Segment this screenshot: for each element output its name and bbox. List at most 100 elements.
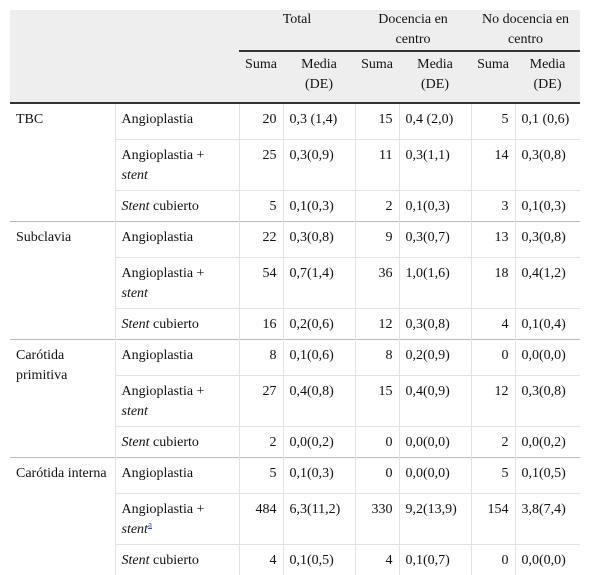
table-row: Stent cubierto 2 0,0(0,2) 0 0,0(0,0) 2 0,0(0,2… — [10, 425, 581, 457]
total-mean-cell: 0,1(0,5) — [283, 543, 356, 575]
header-mean: Media (DE) — [515, 51, 581, 104]
docencia-sum-cell: 9 — [355, 220, 400, 257]
total-sum-cell: 2 — [239, 425, 284, 457]
total-mean-cell: 0,2(0,6) — [283, 307, 356, 339]
procedure-name: cubierto — [149, 198, 199, 214]
header-sum: Suma — [355, 51, 400, 104]
row-group-label: TBC — [10, 102, 116, 221]
no-docencia-sum-cell: 12 — [471, 374, 516, 426]
no-docencia-mean-cell: 0,3(0,8) — [515, 220, 581, 257]
no-docencia-sum-cell: 0 — [471, 338, 516, 375]
total-sum-cell: 5 — [239, 189, 284, 221]
procedure-label: Stent cubierto — [115, 543, 240, 575]
footnote-link[interactable]: a — [147, 518, 152, 529]
procedure-name: Angioplastia + — [121, 265, 205, 281]
docencia-sum-cell: 36 — [355, 256, 400, 308]
total-sum-cell: 20 — [239, 102, 284, 139]
docencia-mean-cell: 0,1(0,7) — [399, 543, 472, 575]
no-docencia-sum-cell: 14 — [471, 138, 516, 190]
procedure-name: cubierto — [149, 434, 199, 450]
row-group-label: Carótida primitiva — [10, 338, 116, 457]
total-mean-cell: 0,3(0,9) — [283, 138, 356, 190]
header-total: Total — [239, 10, 356, 52]
row-group-label: Carótida interna — [10, 456, 116, 575]
total-sum-cell: 22 — [239, 220, 284, 257]
procedure-label: Angioplastia + stent — [115, 138, 240, 190]
table-row: Stent cubierto 16 0,2(0,6) 12 0,3(0,8) 4 0,1(0… — [10, 307, 581, 339]
table-row: Carótida primitiva Angioplastia 8 0,1(0,6) 8… — [10, 338, 581, 457]
table-row: Angioplastia + stent 25 0,3(0,9) 11 0,3(1,1) 1… — [10, 138, 581, 190]
table-row: Subclavia Angioplastia 22 0,3(0,8) 9 0,3(0,7)… — [10, 220, 581, 339]
docencia-sum-cell: 2 — [355, 189, 400, 221]
no-docencia-sum-cell: 5 — [471, 456, 516, 493]
total-mean-cell: 0,7(1,4) — [283, 256, 356, 308]
docencia-mean-cell: 0,4(0,9) — [399, 374, 472, 426]
total-mean-cell: 0,4(0,8) — [283, 374, 356, 426]
procedure-name: cubierto — [149, 316, 199, 332]
procedure-label: Angioplastia + stent — [115, 256, 240, 308]
procedure-name: Angioplastia + — [121, 501, 205, 517]
no-docencia-mean-cell: 0,1(0,3) — [515, 189, 581, 221]
table-row: Stent cubierto 5 0,1(0,3) 2 0,1(0,3) 3 0,1(0,3… — [10, 189, 581, 221]
procedure-name: Angioplastia — [121, 465, 194, 481]
stent-term: stent — [121, 521, 148, 537]
stent-term: stent — [121, 167, 148, 183]
stent-term: Stent — [121, 198, 150, 214]
docencia-mean-cell: 1,0(1,6) — [399, 256, 472, 308]
procedure-name: Angioplastia + — [121, 147, 205, 163]
no-docencia-sum-cell: 5 — [471, 102, 516, 139]
procedure-label: Angioplastia + stenta — [115, 492, 240, 544]
header-sum: Suma — [471, 51, 516, 104]
stent-term: Stent — [121, 552, 150, 568]
docencia-mean-cell: 0,0(0,0) — [399, 456, 472, 493]
table-row: Angioplastia + stenta 484 6,3(11,2) 330 9,2(1… — [10, 492, 581, 544]
total-sum-cell: 8 — [239, 338, 284, 375]
no-docencia-sum-cell: 18 — [471, 256, 516, 308]
procedure-name: cubierto — [149, 552, 199, 568]
table-row: TBC Angioplastia 20 0,3 (1,4) 15 0,4 (2,0) 5 0,… — [10, 102, 581, 221]
procedure-name: Angioplastia + — [121, 383, 205, 399]
docencia-mean-cell: 0,0(0,0) — [399, 425, 472, 457]
total-sum-cell: 16 — [239, 307, 284, 339]
docencia-sum-cell: 0 — [355, 425, 400, 457]
header-mean: Media (DE) — [399, 51, 472, 104]
no-docencia-mean-cell: 0,1(0,4) — [515, 307, 581, 339]
docencia-mean-cell: 0,3(0,8) — [399, 307, 472, 339]
docencia-mean-cell: 0,3(0,7) — [399, 220, 472, 257]
header-mean: Media (DE) — [283, 51, 356, 104]
row-group-label: Subclavia — [10, 220, 116, 339]
total-sum-cell: 4 — [239, 543, 284, 575]
no-docencia-mean-cell: 0,3(0,8) — [515, 138, 581, 190]
total-mean-cell: 0,1(0,6) — [283, 338, 356, 375]
stent-term: Stent — [121, 434, 150, 450]
no-docencia-sum-cell: 154 — [471, 492, 516, 544]
docencia-mean-cell: 0,3(1,1) — [399, 138, 472, 190]
stent-term: Stent — [121, 316, 150, 332]
docencia-sum-cell: 0 — [355, 456, 400, 493]
procedure-label: Angioplastia — [115, 338, 240, 375]
procedure-name: Angioplastia — [121, 229, 194, 245]
no-docencia-mean-cell: 0,1 (0,6) — [515, 102, 581, 139]
procedure-label: Stent cubierto — [115, 189, 240, 221]
docencia-sum-cell: 330 — [355, 492, 400, 544]
total-sum-cell: 27 — [239, 374, 284, 426]
table-row: Angioplastia + stent 27 0,4(0,8) 15 0,4(0,9) 1… — [10, 374, 581, 426]
procedure-label: Stent cubierto — [115, 307, 240, 339]
no-docencia-sum-cell: 3 — [471, 189, 516, 221]
procedure-name: Angioplastia — [121, 347, 194, 363]
procedure-label: Angioplastia — [115, 220, 240, 257]
procedure-label: Stent cubierto — [115, 425, 240, 457]
total-sum-cell: 54 — [239, 256, 284, 308]
total-mean-cell: 0,3(0,8) — [283, 220, 356, 257]
total-sum-cell: 5 — [239, 456, 284, 493]
header-no-docencia: No docencia en centro — [471, 10, 581, 52]
header-sum: Suma — [239, 51, 283, 104]
table-row: Stent cubierto 4 0,1(0,5) 4 0,1(0,7) 0 0,0(0,0… — [10, 543, 581, 575]
no-docencia-mean-cell: 0,3(0,8) — [515, 374, 581, 426]
procedure-label: Angioplastia — [115, 102, 240, 139]
docencia-mean-cell: 0,2(0,9) — [399, 338, 472, 375]
docencia-sum-cell: 11 — [355, 138, 400, 190]
header-docencia: Docencia en centro — [355, 10, 472, 52]
table-row: Carótida interna Angioplastia 5 0,1(0,3) 0 0,… — [10, 456, 581, 575]
docencia-sum-cell: 8 — [355, 338, 400, 375]
